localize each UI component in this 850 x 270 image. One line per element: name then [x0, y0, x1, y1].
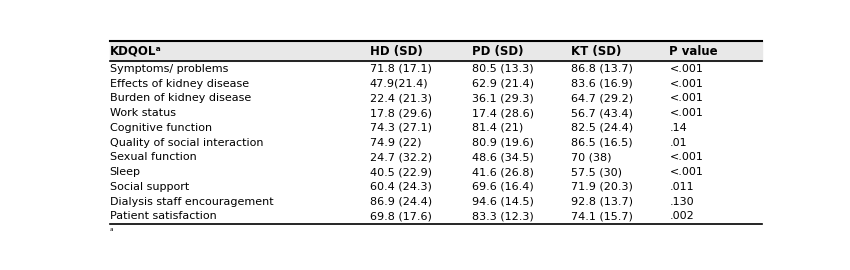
- Text: 24.7 (32.2): 24.7 (32.2): [370, 152, 432, 162]
- Text: Dialysis staff encouragement: Dialysis staff encouragement: [110, 197, 273, 207]
- Text: 86.5 (16.5): 86.5 (16.5): [570, 137, 632, 147]
- Text: 83.3 (12.3): 83.3 (12.3): [472, 211, 534, 221]
- Text: .002: .002: [670, 211, 694, 221]
- Text: P value: P value: [670, 45, 718, 58]
- Text: 22.4 (21.3): 22.4 (21.3): [370, 93, 432, 103]
- Text: Cognitive function: Cognitive function: [110, 123, 212, 133]
- Text: 41.6 (26.8): 41.6 (26.8): [472, 167, 534, 177]
- Text: Work status: Work status: [110, 108, 176, 118]
- Text: 74.1 (15.7): 74.1 (15.7): [570, 211, 632, 221]
- Text: Sleep: Sleep: [110, 167, 140, 177]
- Text: <.001: <.001: [670, 167, 703, 177]
- Text: Social support: Social support: [110, 182, 189, 192]
- Text: 81.4 (21): 81.4 (21): [472, 123, 523, 133]
- Text: 82.5 (24.4): 82.5 (24.4): [570, 123, 632, 133]
- Text: 94.6 (14.5): 94.6 (14.5): [472, 197, 534, 207]
- Bar: [110, 41, 762, 61]
- Text: 57.5 (30): 57.5 (30): [570, 167, 621, 177]
- Text: <.001: <.001: [670, 64, 703, 74]
- Text: Patient satisfaction: Patient satisfaction: [110, 211, 216, 221]
- Text: 56.7 (43.4): 56.7 (43.4): [570, 108, 632, 118]
- Text: HD (SD): HD (SD): [370, 45, 422, 58]
- Text: <.001: <.001: [670, 79, 703, 89]
- Text: 92.8 (13.7): 92.8 (13.7): [570, 197, 632, 207]
- Text: 62.9 (21.4): 62.9 (21.4): [472, 79, 534, 89]
- Text: .01: .01: [670, 137, 687, 147]
- Text: Symptoms/ problems: Symptoms/ problems: [110, 64, 228, 74]
- Text: 83.6 (16.9): 83.6 (16.9): [570, 79, 632, 89]
- Text: 86.8 (13.7): 86.8 (13.7): [570, 64, 632, 74]
- Text: 74.9 (22): 74.9 (22): [370, 137, 422, 147]
- Text: 47.9(21.4): 47.9(21.4): [370, 79, 428, 89]
- Text: 17.8 (29.6): 17.8 (29.6): [370, 108, 432, 118]
- Text: Quality of social interaction: Quality of social interaction: [110, 137, 263, 147]
- Text: KDQOLᵃ: KDQOLᵃ: [110, 45, 162, 58]
- Text: 36.1 (29.3): 36.1 (29.3): [472, 93, 534, 103]
- Text: Effects of kidney disease: Effects of kidney disease: [110, 79, 249, 89]
- Text: ᵃ: ᵃ: [110, 227, 113, 236]
- Text: 71.9 (20.3): 71.9 (20.3): [570, 182, 632, 192]
- Text: .011: .011: [670, 182, 694, 192]
- Text: 17.4 (28.6): 17.4 (28.6): [472, 108, 534, 118]
- Text: 71.8 (17.1): 71.8 (17.1): [370, 64, 432, 74]
- Text: 80.5 (13.3): 80.5 (13.3): [472, 64, 534, 74]
- Text: .130: .130: [670, 197, 694, 207]
- Text: Burden of kidney disease: Burden of kidney disease: [110, 93, 251, 103]
- Text: 86.9 (24.4): 86.9 (24.4): [370, 197, 432, 207]
- Text: 64.7 (29.2): 64.7 (29.2): [570, 93, 632, 103]
- Text: 69.6 (16.4): 69.6 (16.4): [472, 182, 534, 192]
- Text: .14: .14: [670, 123, 688, 133]
- Text: 69.8 (17.6): 69.8 (17.6): [370, 211, 432, 221]
- Text: PD (SD): PD (SD): [472, 45, 524, 58]
- Text: <.001: <.001: [670, 108, 703, 118]
- Text: <.001: <.001: [670, 93, 703, 103]
- Text: 40.5 (22.9): 40.5 (22.9): [370, 167, 432, 177]
- Text: KT (SD): KT (SD): [570, 45, 621, 58]
- Text: 48.6 (34.5): 48.6 (34.5): [472, 152, 534, 162]
- Text: 80.9 (19.6): 80.9 (19.6): [472, 137, 534, 147]
- Text: 60.4 (24.3): 60.4 (24.3): [370, 182, 432, 192]
- Text: 70 (38): 70 (38): [570, 152, 611, 162]
- Text: Sexual function: Sexual function: [110, 152, 196, 162]
- Text: <.001: <.001: [670, 152, 703, 162]
- Text: 74.3 (27.1): 74.3 (27.1): [370, 123, 432, 133]
